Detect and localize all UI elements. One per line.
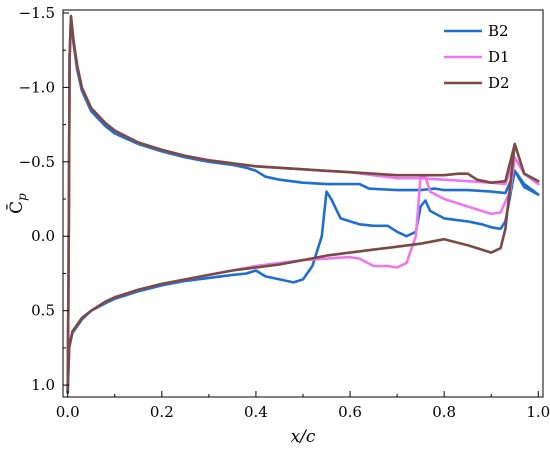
y-tick-label: −1.0 bbox=[19, 78, 55, 96]
y-axis-title-sub: p bbox=[15, 193, 29, 201]
y-axis-title: C̄p bbox=[5, 193, 29, 214]
x-tick-label: 1.0 bbox=[526, 403, 550, 421]
legend: B2 D1 D2 bbox=[444, 22, 510, 92]
tick-labels: 0.0 0.2 0.4 0.6 0.8 1.0 −1.5 −1.0 −0.5 0.0 0.5 1.0 bbox=[19, 4, 550, 421]
y-tick-label: 0.0 bbox=[31, 227, 55, 245]
axis-ticks bbox=[63, 12, 539, 397]
series-line-d2 bbox=[66, 14, 540, 394]
y-tick-label: −1.5 bbox=[19, 4, 55, 22]
svg-text:C̄p: C̄p bbox=[5, 193, 29, 214]
y-axis-title-main: C̄ bbox=[5, 201, 27, 214]
x-tick-label: 0.2 bbox=[150, 403, 174, 421]
x-axis-title: x/c bbox=[291, 427, 316, 447]
series-line-d1 bbox=[66, 16, 540, 394]
plot-lines bbox=[66, 14, 540, 394]
plot-frame bbox=[62, 9, 544, 398]
legend-label-d2: D2 bbox=[488, 74, 510, 92]
x-tick-label: 0.4 bbox=[244, 403, 268, 421]
x-tick-label: 0.8 bbox=[432, 403, 456, 421]
x-tick-label: 0.0 bbox=[56, 403, 80, 421]
series-line-b2 bbox=[66, 16, 540, 394]
legend-label-d1: D1 bbox=[488, 48, 510, 66]
y-tick-label: 0.5 bbox=[31, 302, 55, 320]
y-tick-label: 1.0 bbox=[31, 376, 55, 394]
y-tick-label: −0.5 bbox=[19, 153, 55, 171]
legend-label-b2: B2 bbox=[488, 22, 509, 40]
x-tick-label: 0.6 bbox=[338, 403, 362, 421]
